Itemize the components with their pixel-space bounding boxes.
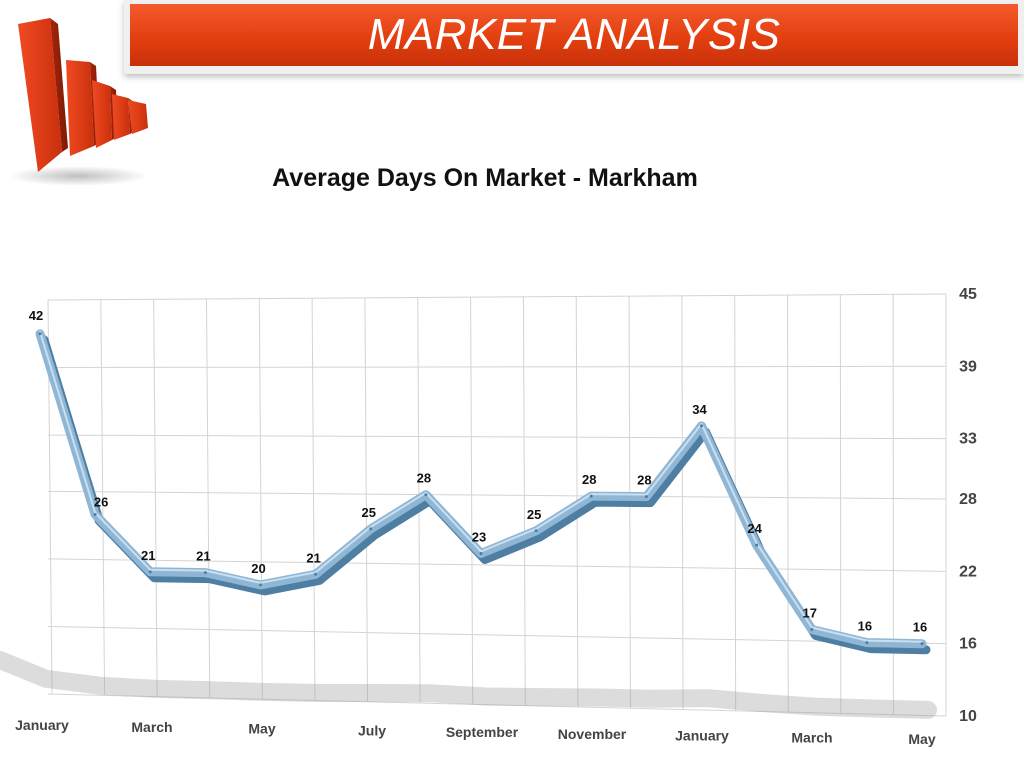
x-tick-label: March <box>131 719 172 735</box>
grid-line-vertical <box>522 296 526 706</box>
data-point-13 <box>755 543 759 547</box>
data-label-9: 25 <box>527 507 541 522</box>
header-banner: MARKET ANALYSIS <box>124 0 1024 74</box>
data-point-16 <box>920 642 924 646</box>
data-point-4 <box>259 583 262 587</box>
data-label-5: 21 <box>306 550 320 565</box>
data-point-7 <box>424 493 428 497</box>
x-tick-label: January <box>15 717 69 733</box>
chart-series <box>35 329 931 655</box>
data-label-1: 26 <box>94 494 108 509</box>
grid-line-horizontal <box>47 490 947 500</box>
x-tick-label: November <box>558 726 627 742</box>
data-point-10 <box>589 494 593 498</box>
data-label-4: 20 <box>251 561 265 576</box>
data-label-15: 16 <box>858 619 872 634</box>
x-axis-ticks: January March May July September November Janu… <box>15 717 936 747</box>
data-point-8 <box>479 551 483 555</box>
grid-line-horizontal <box>47 625 947 645</box>
page-title: MARKET ANALYSIS <box>367 10 781 59</box>
data-label-14: 17 <box>803 606 817 621</box>
data-point-15 <box>865 641 869 645</box>
data-label-10: 28 <box>582 472 596 487</box>
header-banner-bar: MARKET ANALYSIS <box>130 4 1018 66</box>
data-label-7: 28 <box>417 471 431 486</box>
line-shadow <box>0 651 937 719</box>
data-label-16: 16 <box>913 620 927 635</box>
y-axis-ticks: 10 16 22 28 33 39 45 <box>959 286 977 725</box>
data-point-14 <box>810 628 814 632</box>
chart-line-shadow <box>0 651 937 719</box>
grid-line-vertical <box>787 295 789 713</box>
y-tick-label: 45 <box>959 286 977 303</box>
grid-line-horizontal <box>47 434 947 440</box>
data-point-6 <box>369 527 373 531</box>
grid-line-vertical <box>364 297 369 702</box>
y-tick-label: 28 <box>959 491 977 508</box>
grid-line-horizontal <box>47 558 947 572</box>
chart-grid <box>47 293 947 717</box>
grid-line-vertical <box>470 297 474 705</box>
grid-line-vertical <box>205 298 211 698</box>
y-tick-label: 16 <box>959 636 977 653</box>
data-point-12 <box>700 424 703 428</box>
data-point-11 <box>644 495 648 499</box>
data-label-11: 28 <box>637 473 651 488</box>
data-label-2: 21 <box>141 548 155 563</box>
grid-line-horizontal <box>47 693 947 717</box>
data-label-12: 34 <box>692 402 707 417</box>
data-label-13: 24 <box>747 521 762 536</box>
data-labels: 42 26 21 21 20 21 25 28 23 25 28 28 34 24 17 16 16 <box>29 308 927 635</box>
line-chart: 10 16 22 28 33 39 45 January March May July Septem… <box>0 286 977 747</box>
y-tick-label: 33 <box>959 431 977 448</box>
data-label-6: 25 <box>362 505 376 520</box>
y-tick-label: 10 <box>959 708 977 725</box>
grid-line-horizontal <box>47 365 947 369</box>
data-point-2 <box>148 570 152 574</box>
grid-line-vertical <box>153 299 158 697</box>
series-line <box>35 329 927 649</box>
bar-chart-logo-icon <box>8 18 148 186</box>
series-line-highlight <box>39 330 923 643</box>
data-point-9 <box>534 529 538 533</box>
data-point-0 <box>38 332 42 336</box>
grid-line-vertical <box>311 298 316 701</box>
data-point-1 <box>93 512 97 516</box>
x-tick-label: May <box>908 731 935 747</box>
grid-line-horizontal <box>47 293 947 301</box>
data-label-0: 42 <box>29 308 43 323</box>
data-label-8: 23 <box>472 529 486 544</box>
chart-title: Average Days On Market - Markham <box>272 164 698 192</box>
data-point-3 <box>203 571 207 575</box>
x-tick-label: March <box>791 729 832 745</box>
grid-line-vertical <box>258 298 263 700</box>
data-point-5 <box>314 572 318 576</box>
grid-line-vertical <box>100 299 106 696</box>
x-tick-label: July <box>358 722 386 738</box>
x-tick-label: May <box>248 721 275 737</box>
grid-line-vertical <box>681 295 684 710</box>
y-tick-label: 39 <box>959 358 977 375</box>
data-label-3: 21 <box>196 549 210 564</box>
x-tick-label: January <box>675 728 729 744</box>
y-tick-label: 22 <box>959 563 977 580</box>
x-tick-label: September <box>446 724 519 740</box>
